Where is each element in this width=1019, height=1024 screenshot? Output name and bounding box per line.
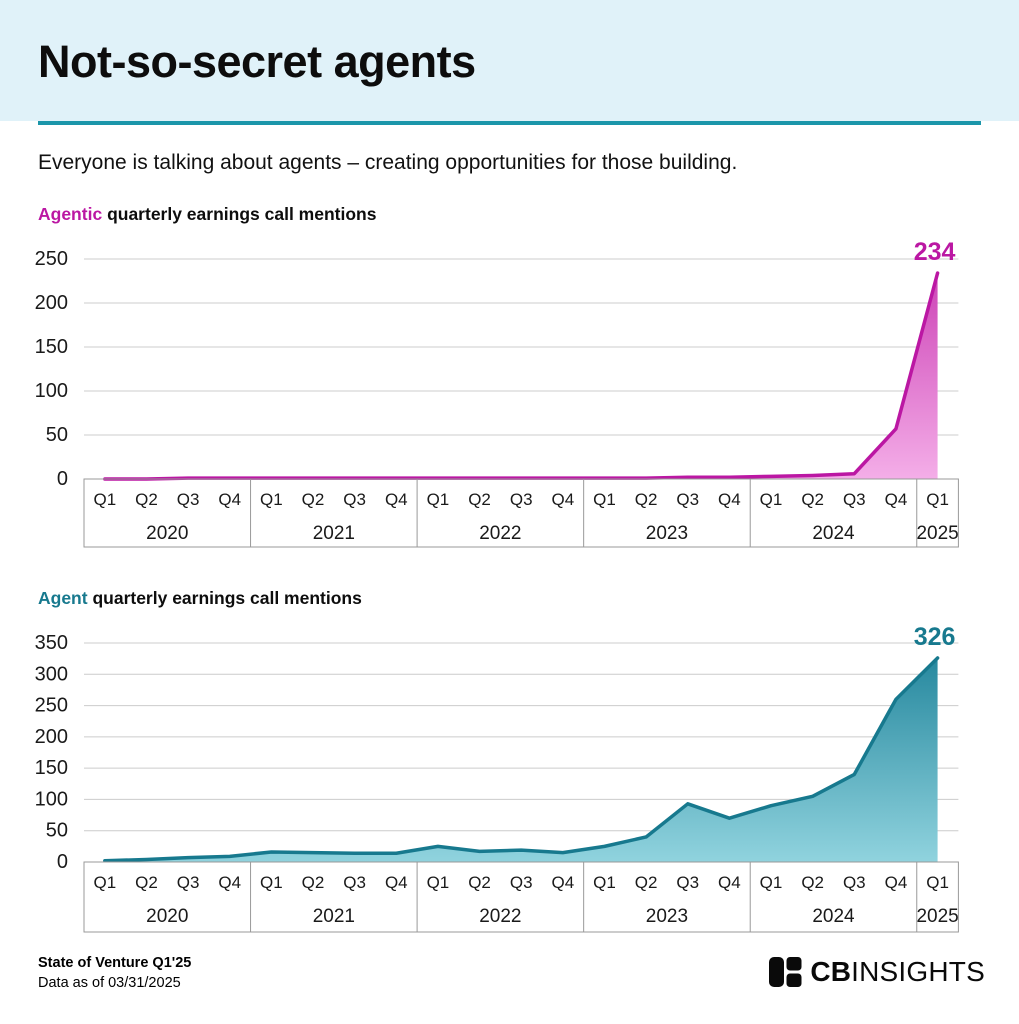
cbinsights-logo-text: CBINSIGHTS xyxy=(810,956,985,988)
quarter-label: Q1 xyxy=(260,490,283,509)
year-label: 2020 xyxy=(146,906,188,927)
quarter-label: Q2 xyxy=(302,873,325,892)
year-label: 2023 xyxy=(646,906,688,927)
chart1-title: Agentic quarterly earnings call mentions xyxy=(38,204,376,225)
quarter-label: Q3 xyxy=(510,490,533,509)
quarter-label: Q1 xyxy=(93,490,116,509)
agentic-mentions-area-chart: 0 50 100 150 200 250 Q1 Q2 Q3 Q4 2020 Q1 Q2 Q3 Q4 2021 Q… xyxy=(35,238,959,548)
quarter-label: Q4 xyxy=(551,873,574,892)
year-label: 2023 xyxy=(646,523,688,544)
x-axis-box xyxy=(83,478,959,548)
quarter-label: Q2 xyxy=(801,873,824,892)
year-label: 2022 xyxy=(479,523,521,544)
y-tick-label: 100 xyxy=(35,380,68,402)
chart2-title: Agent quarterly earnings call mentions xyxy=(38,588,362,609)
brand-light: INSIGHTS xyxy=(851,956,985,987)
quarter-label: Q3 xyxy=(843,873,866,892)
cbinsights-logo-icon xyxy=(769,957,802,987)
quarter-label: Q4 xyxy=(885,873,908,892)
quarter-label: Q1 xyxy=(760,873,783,892)
series-line xyxy=(103,271,940,481)
y-tick-label: 50 xyxy=(46,424,68,446)
chart1-title-rest: quarterly earnings call mentions xyxy=(107,204,377,224)
quarter-label: Q1 xyxy=(260,873,283,892)
quarter-label: Q3 xyxy=(676,873,699,892)
quarter-label: Q1 xyxy=(926,873,949,892)
quarter-label: Q2 xyxy=(635,873,658,892)
quarter-label: Q4 xyxy=(385,490,408,509)
area-fill xyxy=(104,273,938,479)
quarter-label: Q3 xyxy=(177,873,200,892)
brand-bold: CB xyxy=(810,956,852,987)
x-axis-box xyxy=(83,861,959,933)
header-divider xyxy=(38,121,981,125)
series-line xyxy=(103,656,940,863)
quarter-label: Q1 xyxy=(926,490,949,509)
year-label: 2025 xyxy=(916,906,958,927)
year-label: 2024 xyxy=(812,523,855,544)
quarter-label: Q1 xyxy=(760,490,783,509)
footer-source: State of Venture Q1'25 Data as of 03/31/… xyxy=(38,953,191,993)
y-tick-label: 0 xyxy=(57,468,68,490)
peak-value-label: 234 xyxy=(914,238,956,266)
quarter-label: Q2 xyxy=(302,490,325,509)
y-tick-label: 200 xyxy=(35,726,68,748)
quarter-label: Q2 xyxy=(801,490,824,509)
chart1-title-accent: Agentic xyxy=(38,204,103,224)
y-tick-label: 50 xyxy=(46,820,68,842)
quarter-label: Q1 xyxy=(427,490,450,509)
y-tick-label: 100 xyxy=(35,788,68,810)
quarter-label: Q4 xyxy=(718,873,741,892)
y-tick-label: 150 xyxy=(35,336,68,358)
agent-mentions-area-chart: 0 50 100 150 200 250 300 350 Q1 Q2 Q3 Q4 2020 Q1 Q2 Q3 Q… xyxy=(35,623,959,933)
year-label: 2024 xyxy=(812,906,855,927)
y-tick-label: 0 xyxy=(57,851,68,873)
year-label: 2025 xyxy=(916,523,958,544)
quarter-label: Q3 xyxy=(676,490,699,509)
quarter-label: Q2 xyxy=(635,490,658,509)
quarter-label: Q4 xyxy=(385,873,408,892)
year-label: 2022 xyxy=(479,906,521,927)
y-tick-label: 250 xyxy=(35,248,68,270)
quarter-label: Q4 xyxy=(218,873,241,892)
year-label: 2021 xyxy=(313,906,355,927)
quarter-label: Q1 xyxy=(593,490,616,509)
chart2-title-rest: quarterly earnings call mentions xyxy=(92,588,362,608)
quarter-label: Q2 xyxy=(468,873,491,892)
quarter-label: Q3 xyxy=(177,490,200,509)
quarter-label: Q1 xyxy=(93,873,116,892)
report-title: State of Venture Q1'25 xyxy=(38,955,192,971)
quarter-label: Q3 xyxy=(343,873,366,892)
quarter-label: Q2 xyxy=(135,873,158,892)
quarter-label: Q2 xyxy=(468,490,491,509)
y-tick-label: 300 xyxy=(35,663,68,685)
quarter-label: Q2 xyxy=(135,490,158,509)
quarter-label: Q1 xyxy=(427,873,450,892)
y-tick-label: 350 xyxy=(35,632,68,654)
quarter-label: Q4 xyxy=(718,490,741,509)
quarter-label: Q3 xyxy=(510,873,533,892)
y-tick-label: 200 xyxy=(35,292,68,314)
data-as-of: Data as of 03/31/2025 xyxy=(38,975,181,991)
subtitle: Everyone is talking about agents – creat… xyxy=(38,151,738,174)
page-title: Not-so-secret agents xyxy=(38,36,476,87)
quarter-label: Q4 xyxy=(218,490,241,509)
quarter-label: Q4 xyxy=(551,490,574,509)
quarter-label: Q3 xyxy=(843,490,866,509)
peak-value-label: 326 xyxy=(914,623,956,651)
cbinsights-logo: CBINSIGHTS xyxy=(769,956,985,988)
quarter-label: Q4 xyxy=(885,490,908,509)
year-label: 2020 xyxy=(146,523,188,544)
y-tick-label: 250 xyxy=(35,695,68,717)
area-fill xyxy=(104,658,938,862)
chart2-title-accent: Agent xyxy=(38,588,88,608)
quarter-label: Q1 xyxy=(593,873,616,892)
year-label: 2021 xyxy=(313,523,355,544)
quarter-label: Q3 xyxy=(343,490,366,509)
y-tick-label: 150 xyxy=(35,757,68,779)
header-band: Not-so-secret agents xyxy=(0,0,1019,121)
